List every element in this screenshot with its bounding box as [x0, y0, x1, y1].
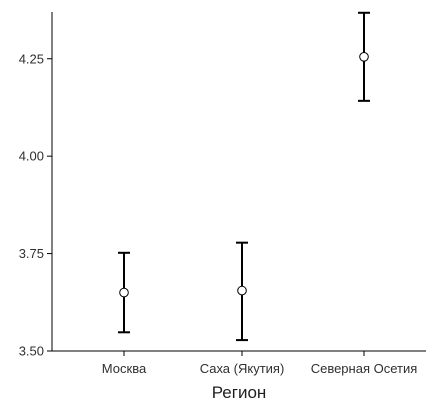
y-tick-label: 4.00 [19, 149, 44, 164]
chart-marks [118, 11, 370, 342]
x-axis-title: Регион [212, 383, 267, 402]
data-point [119, 287, 129, 298]
x-tick-label: Саха (Якутия) [200, 361, 285, 376]
data-point [359, 52, 369, 62]
data-point [237, 285, 247, 296]
axes [47, 12, 426, 356]
y-tick-label: 4.25 [19, 51, 44, 66]
x-tick-label: Москва [102, 361, 147, 376]
y-tick-label: 3.75 [19, 246, 44, 261]
y-tick-label: 3.50 [19, 344, 44, 359]
chart-labels: 3.50 3.75 4.00 4.25 Москва Саха (Якутия) Север… [19, 51, 418, 402]
x-tick-label: Северная Осетия [311, 361, 418, 376]
